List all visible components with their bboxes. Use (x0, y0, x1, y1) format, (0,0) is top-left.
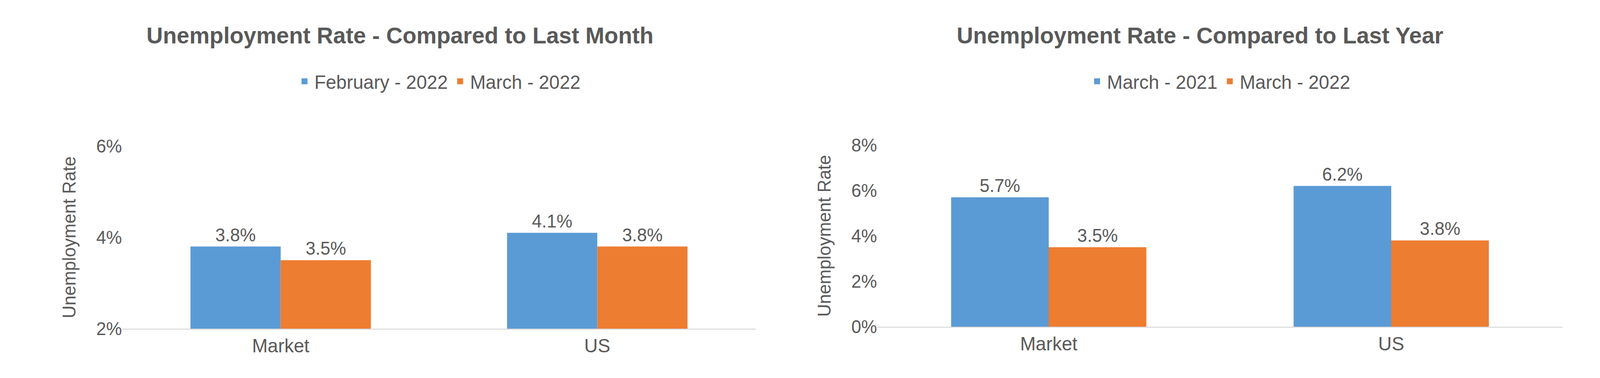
svg-text:0%: 0% (851, 316, 877, 338)
svg-text:8%: 8% (851, 135, 877, 156)
svg-text:3.8%: 3.8% (215, 225, 256, 246)
svg-text:Unemployment Rate: Unemployment Rate (59, 156, 80, 319)
svg-text:3.5%: 3.5% (1077, 225, 1118, 246)
svg-text:Market: Market (252, 335, 310, 357)
svg-text:6%: 6% (851, 180, 877, 201)
svg-text:Unemployment Rate - Compared t: Unemployment Rate - Compared to Last Yea… (956, 22, 1444, 49)
svg-text:3.8%: 3.8% (1419, 218, 1461, 239)
svg-text:3.8%: 3.8% (622, 225, 663, 246)
svg-text:Market: Market (1020, 333, 1078, 355)
svg-text:US: US (1378, 333, 1405, 355)
svg-text:3.5%: 3.5% (305, 238, 346, 259)
svg-text:March - 2022: March - 2022 (469, 72, 581, 93)
svg-text:February - 2022: February - 2022 (314, 72, 448, 93)
svg-text:Unemployment Rate - Compared t: Unemployment Rate - Compared to Last Mon… (146, 22, 654, 49)
svg-text:US: US (584, 335, 611, 357)
svg-text:Unemployment Rate: Unemployment Rate (814, 154, 835, 317)
svg-text:6%: 6% (96, 136, 122, 157)
svg-text:4%: 4% (851, 226, 877, 247)
svg-text:2%: 2% (851, 271, 877, 292)
svg-text:March - 2021: March - 2021 (1106, 72, 1218, 93)
svg-text:5.7%: 5.7% (979, 175, 1021, 196)
svg-text:6.2%: 6.2% (1322, 164, 1363, 185)
svg-text:4%: 4% (96, 227, 122, 248)
svg-text:March - 2022: March - 2022 (1239, 72, 1351, 93)
svg-text:2%: 2% (96, 318, 122, 340)
svg-text:4.1%: 4.1% (532, 211, 573, 232)
